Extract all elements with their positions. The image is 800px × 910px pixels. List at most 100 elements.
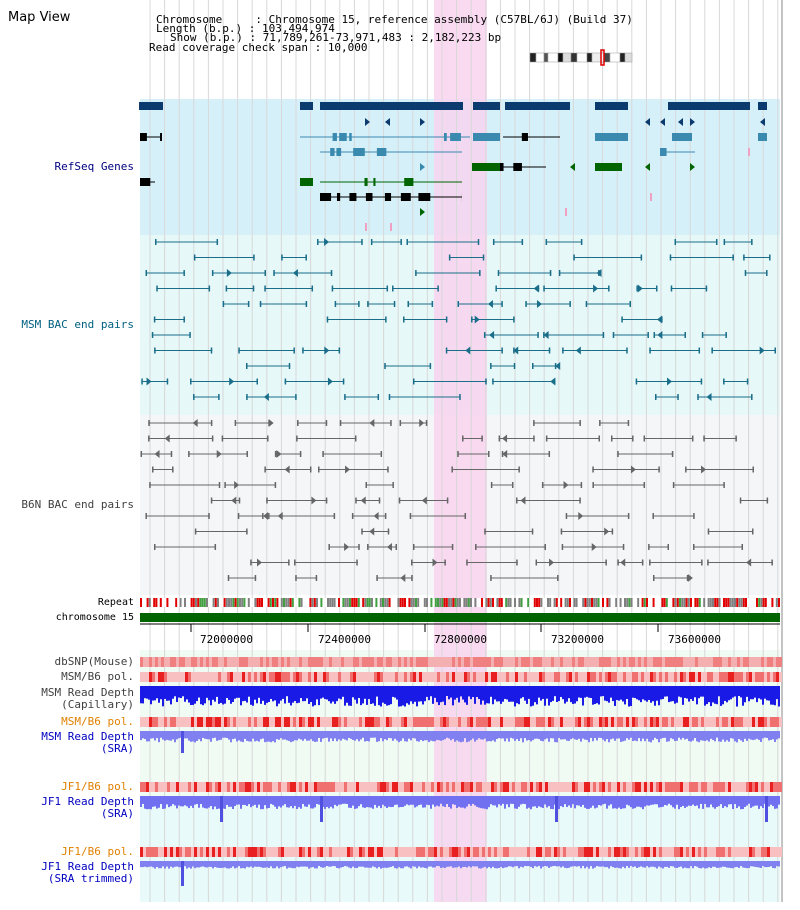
depth-bar bbox=[148, 731, 150, 742]
depth-bar bbox=[774, 731, 776, 743]
depth-bar bbox=[534, 861, 536, 867]
depth-bar bbox=[400, 796, 402, 808]
depth-bar bbox=[768, 731, 770, 741]
depth-bar bbox=[516, 686, 518, 704]
pol-cell bbox=[437, 847, 440, 857]
pol-cell bbox=[191, 672, 194, 682]
track-label-jf1-b6-pol-1[interactable]: JF1/B6 pol. bbox=[61, 780, 134, 793]
track-label-dbsnp[interactable]: dbSNP(Mouse) bbox=[54, 655, 134, 668]
depth-bar bbox=[684, 861, 686, 868]
bac-end bbox=[193, 394, 195, 400]
depth-bar bbox=[536, 731, 538, 739]
track-label-msm-b6-pol-2[interactable]: MSM/B6 pol. bbox=[61, 715, 134, 728]
repeat-mark bbox=[511, 598, 514, 607]
depth-bar bbox=[346, 686, 348, 703]
depth-bar bbox=[332, 686, 334, 702]
depth-bar bbox=[708, 686, 710, 703]
depth-bar bbox=[468, 686, 470, 697]
track-label-msm-depth-cap[interactable]: MSM Read Depth (Capillary) bbox=[41, 687, 134, 711]
depth-bar bbox=[246, 731, 248, 741]
depth-bar bbox=[192, 796, 194, 808]
depth-bar bbox=[176, 796, 178, 809]
repeat-mark bbox=[494, 598, 497, 607]
depth-bar bbox=[436, 861, 438, 866]
bac-end bbox=[521, 239, 524, 245]
track-label-repeat: Repeat bbox=[97, 597, 134, 608]
pol-cell bbox=[251, 672, 254, 682]
pol-cell bbox=[473, 657, 476, 667]
pol-cell bbox=[233, 782, 236, 792]
track-label-msm-bac[interactable]: MSM BAC end pairs bbox=[21, 318, 134, 331]
pol-cell bbox=[593, 847, 596, 857]
depth-bar bbox=[310, 686, 312, 703]
depth-bar bbox=[452, 861, 454, 868]
depth-bar bbox=[468, 796, 470, 805]
pol-cell bbox=[272, 717, 275, 727]
depth-bar bbox=[524, 731, 526, 739]
bac-end bbox=[407, 301, 409, 307]
bac-end bbox=[725, 332, 727, 338]
track-label-refseq[interactable]: RefSeq Genes bbox=[54, 160, 134, 173]
strand-arrow bbox=[263, 512, 269, 520]
depth-bar bbox=[330, 686, 332, 704]
depth-bar bbox=[390, 796, 392, 808]
track-label-jf1-b6-pol-2[interactable]: JF1/B6 pol. bbox=[61, 845, 134, 858]
depth-bar bbox=[414, 861, 416, 867]
depth-bar bbox=[482, 796, 484, 809]
pol-cell bbox=[539, 782, 542, 792]
pol-cell bbox=[707, 672, 710, 682]
pol-cell bbox=[206, 717, 209, 727]
pol-cell bbox=[590, 782, 593, 792]
pol-cell bbox=[275, 717, 278, 727]
track-label-msm-depth-sra[interactable]: MSM Read Depth (SRA) bbox=[41, 731, 134, 755]
pol-cell bbox=[458, 847, 461, 857]
bac-end bbox=[697, 394, 699, 400]
pol-cell bbox=[413, 847, 416, 857]
depth-bar bbox=[472, 731, 474, 739]
repeat-mark bbox=[764, 598, 767, 607]
repeat-mark bbox=[544, 598, 547, 607]
track-label-jf1-depth-sra[interactable]: JF1 Read Depth (SRA) bbox=[41, 796, 134, 820]
pol-cell bbox=[428, 847, 431, 857]
pol-cell bbox=[602, 657, 605, 667]
pol-cell bbox=[320, 717, 323, 727]
depth-bar bbox=[572, 731, 574, 739]
depth-bar bbox=[672, 731, 674, 740]
depth-bar bbox=[396, 731, 398, 741]
pol-cell bbox=[671, 717, 674, 727]
pol-cell bbox=[632, 657, 635, 667]
pol-cell bbox=[257, 657, 260, 667]
repeat-mark bbox=[518, 598, 521, 607]
strand-arrow bbox=[550, 377, 556, 386]
track-label-jf1-depth-trim[interactable]: JF1 Read Depth (SRA trimmed) bbox=[41, 861, 134, 885]
pol-cell bbox=[440, 717, 443, 727]
pol-cell bbox=[494, 782, 497, 792]
depth-bar bbox=[486, 861, 488, 869]
depth-bar bbox=[468, 731, 470, 742]
bac-end bbox=[485, 378, 487, 385]
track-label-b6n-bac[interactable]: B6N BAC end pairs bbox=[21, 498, 134, 511]
pol-cell bbox=[497, 847, 500, 857]
pol-cell bbox=[557, 657, 560, 667]
pol-cell bbox=[383, 657, 386, 667]
depth-bar bbox=[140, 686, 142, 704]
depth-bar bbox=[472, 861, 474, 867]
depth-bar bbox=[736, 686, 738, 707]
pol-cell bbox=[299, 657, 302, 667]
bac-end bbox=[483, 332, 486, 338]
repeat-mark bbox=[415, 598, 417, 607]
pol-cell bbox=[710, 657, 713, 667]
track-label-msm-b6-pol-1[interactable]: MSM/B6 pol. bbox=[61, 670, 134, 683]
pol-cell bbox=[566, 782, 569, 792]
depth-bar bbox=[188, 686, 190, 703]
depth-bar bbox=[722, 861, 724, 867]
bac-end bbox=[221, 435, 224, 442]
gene-exon bbox=[320, 193, 332, 201]
depth-bar bbox=[580, 686, 582, 698]
pol-cell bbox=[269, 672, 272, 682]
repeat-mark bbox=[676, 598, 679, 607]
depth-bar bbox=[600, 861, 602, 867]
pol-cell bbox=[368, 847, 371, 857]
depth-bar bbox=[550, 861, 552, 867]
depth-bar bbox=[352, 686, 354, 698]
